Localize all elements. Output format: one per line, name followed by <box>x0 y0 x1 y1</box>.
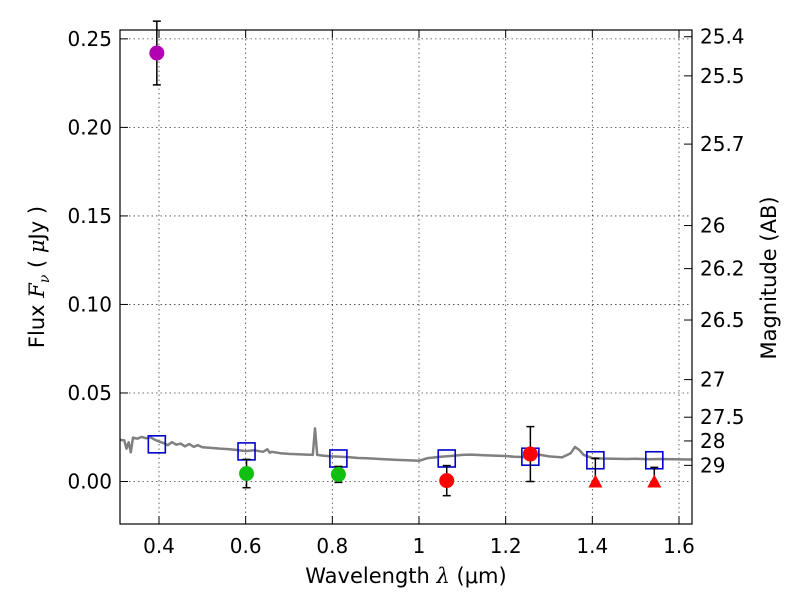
y-tick-label: 0.05 <box>67 381 112 405</box>
spectrum-line <box>119 427 693 463</box>
x-tick-label: 1.2 <box>490 534 522 558</box>
magnitude-tick-label: 27.5 <box>700 405 745 429</box>
y-tick-label: 0.20 <box>67 115 112 139</box>
grid <box>120 30 692 524</box>
magnitude-tick-label: 26 <box>700 214 725 238</box>
model-photometry-square <box>147 435 167 454</box>
y2-axis-label: Magnitude (AB) <box>757 196 781 359</box>
plot-frame <box>119 29 693 525</box>
magnitude-tick-label: 26.2 <box>700 257 745 281</box>
data-point-red-bands <box>439 473 455 489</box>
y-axis-label: Flux Fν ( μJy ) <box>25 206 53 348</box>
upper-limit-marker <box>588 474 603 488</box>
x-tick-label: 0.8 <box>316 534 348 558</box>
upper-limit-marker <box>647 474 662 488</box>
magnitude-tick-label: 27 <box>700 368 725 392</box>
x-tick-label: 1 <box>413 534 426 558</box>
data-point-violet-band <box>149 45 165 61</box>
magnitude-tick-label: 26.5 <box>700 308 745 332</box>
data-point-green-bands <box>330 466 346 482</box>
data-point-red-bands <box>522 446 538 462</box>
x-tick-label: 1.4 <box>576 534 608 558</box>
magnitude-tick-label: 25.5 <box>700 64 745 88</box>
x-tick-label: 0.4 <box>143 534 175 558</box>
data-point-green-bands <box>239 466 255 482</box>
magnitude-tick-label: 28 <box>700 429 725 453</box>
x-tick-label: 1.6 <box>663 534 695 558</box>
marker-layer <box>147 20 664 497</box>
magnitude-tick-label: 25.4 <box>700 25 745 49</box>
x-tick-label: 0.6 <box>230 534 262 558</box>
magnitude-tick-label: 29 <box>700 453 725 477</box>
y-tick-label: 0.25 <box>67 27 112 51</box>
y-tick-label: 0.10 <box>67 292 112 316</box>
x-axis-ticks: 0.4 0.6 0.8 1 1.2 1.4 1.6 <box>143 30 695 558</box>
magnitude-tick-label: 25.7 <box>700 132 745 156</box>
model-photometry-square <box>437 449 457 468</box>
y-axis-ticks: 0.00 0.05 0.10 0.15 0.20 0.25 <box>67 27 128 494</box>
y-tick-label: 0.15 <box>67 204 112 228</box>
y-tick-label: 0.00 <box>67 470 112 494</box>
spectrum-layer <box>119 427 693 463</box>
x-axis-label: Wavelength λ (μm) <box>305 564 506 588</box>
